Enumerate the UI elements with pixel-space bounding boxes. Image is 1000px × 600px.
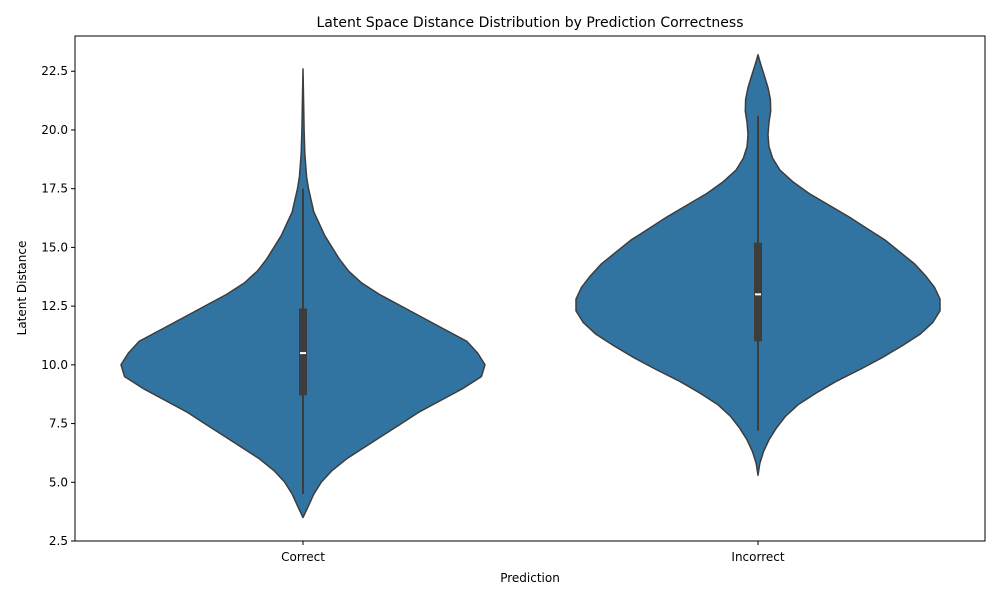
y-tick-label: 15.0	[41, 240, 68, 254]
y-tick-label: 22.5	[41, 64, 68, 78]
y-tick-label: 12.5	[41, 299, 68, 313]
x-axis-ticks: Correct Incorrect	[281, 541, 785, 564]
x-axis-label: Prediction	[500, 571, 560, 585]
y-tick-label: 2.5	[49, 534, 68, 548]
y-axis-label: Latent Distance	[15, 241, 29, 336]
violin-iqr-box-correct	[299, 308, 307, 396]
y-tick-label: 7.5	[49, 417, 68, 431]
y-tick-label: 17.5	[41, 182, 68, 196]
plot-frame	[74, 35, 986, 542]
y-axis-ticks: 2.5 5.0 7.5 10.0 12.5 15.0 17.5 20.0 22.5	[41, 64, 75, 548]
violin-iqr-box-incorrect	[754, 242, 762, 342]
x-tick-label: Incorrect	[731, 550, 784, 564]
y-tick-label: 20.0	[41, 123, 68, 137]
y-tick-label: 10.0	[41, 358, 68, 372]
x-tick-label: Correct	[281, 550, 325, 564]
chart-title: Latent Space Distance Distribution by Pr…	[317, 15, 744, 31]
violins-group	[120, 54, 941, 519]
y-tick-label: 5.0	[49, 475, 68, 489]
